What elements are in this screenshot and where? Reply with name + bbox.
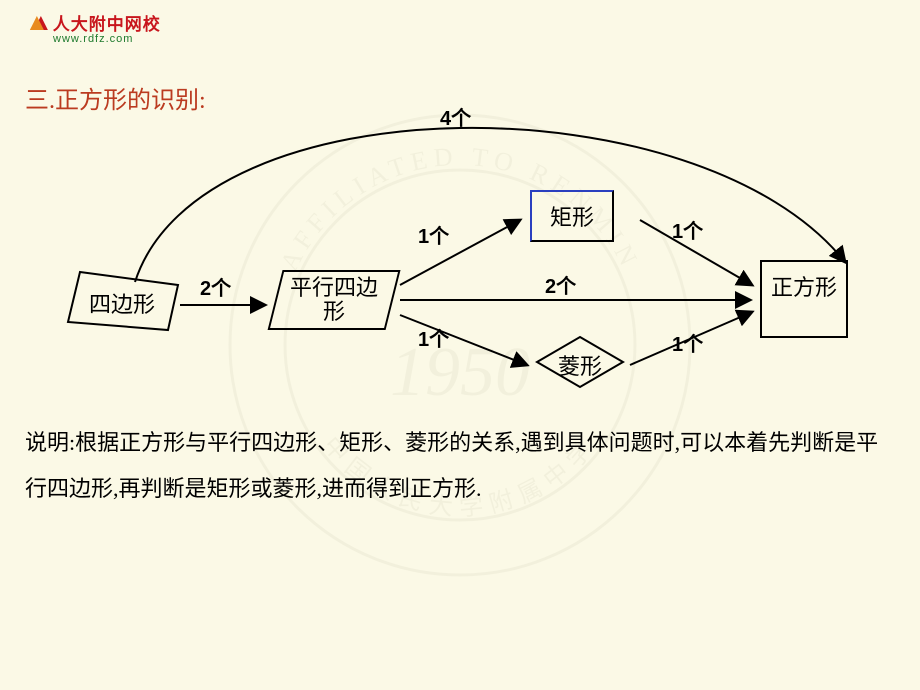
- edge-label-p-r: 1个: [418, 220, 449, 249]
- flow-diagram: 四边形 平行四边形 矩形 菱形 正方形 2个 1个 1个 2个 1个 1个 4个: [0, 90, 920, 410]
- node-parallelogram: 平行四边形: [267, 270, 400, 330]
- node-rhombus-label: 菱形: [535, 349, 625, 381]
- edge-label-p-rh: 1个: [418, 323, 449, 352]
- logo-brand-text: 人大附中网校: [53, 10, 161, 35]
- flow-edges: [0, 90, 920, 410]
- edge-label-q-p: 2个: [200, 272, 231, 301]
- node-rhombus: 菱形: [535, 335, 625, 389]
- node-parallelogram-label: 平行四边形: [285, 276, 383, 324]
- edge-label-p-s: 2个: [545, 270, 576, 299]
- node-quadrilateral: 四边形: [60, 260, 190, 340]
- brand-logo: ▲ 人大附中网校 www.rdfz.com: [25, 10, 161, 45]
- edge-q-s: [135, 128, 845, 282]
- node-square-label: 正方形: [771, 275, 837, 300]
- edge-label-r-s: 1个: [672, 215, 703, 244]
- edge-label-q-s: 4个: [440, 102, 471, 131]
- edge-label-rh-s: 1个: [672, 328, 703, 357]
- explanation-text: 说明:根据正方形与平行四边形、矩形、菱形的关系,遇到具体问题时,可以本着先判断是…: [25, 420, 895, 512]
- node-square: 正方形: [760, 260, 848, 338]
- node-quadrilateral-label: 四边形: [89, 292, 155, 317]
- node-rectangle-label: 矩形: [550, 205, 594, 230]
- logo-a-left-icon: ▲: [25, 13, 49, 32]
- node-rectangle: 矩形: [530, 190, 614, 242]
